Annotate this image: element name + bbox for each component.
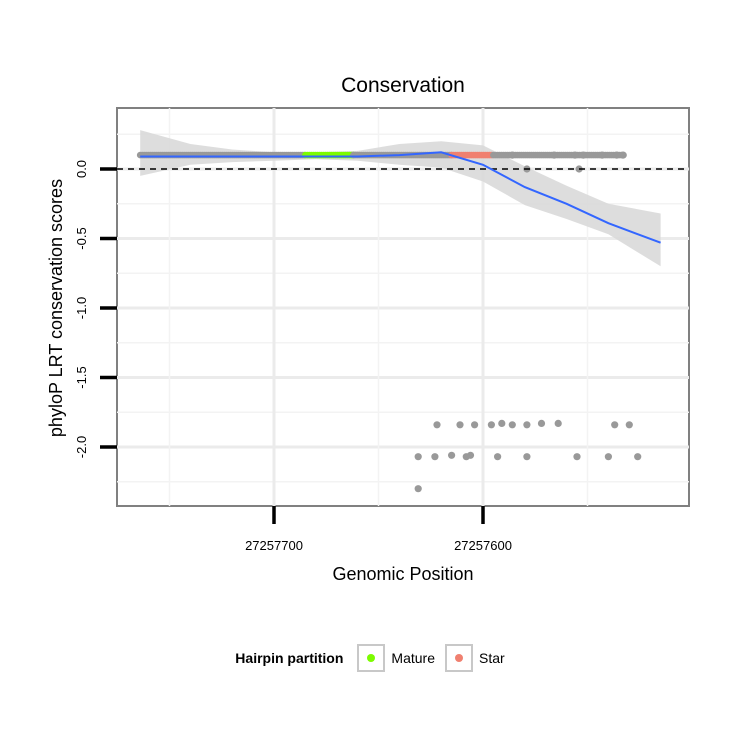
data-point [625, 421, 633, 429]
x-tick-label: 27257600 [454, 538, 512, 553]
data-point [462, 453, 470, 461]
data-point [554, 419, 562, 427]
data-point [579, 151, 587, 159]
y-tick-label: -1.5 [74, 366, 89, 388]
legend-item-star: Star [445, 644, 509, 672]
y-tick-label: -1.0 [74, 297, 89, 319]
data-point [508, 421, 516, 429]
grid-layer [117, 108, 689, 506]
data-point [431, 453, 439, 461]
data-point [611, 421, 619, 429]
data-point [414, 453, 422, 461]
x-axis-label: Genomic Position [332, 564, 473, 584]
legend-dot-mature [367, 654, 376, 662]
data-point [487, 421, 495, 429]
y-tick-label: -0.5 [74, 227, 89, 249]
data-point [414, 485, 422, 493]
y-axis-label: phyloP LRT conservation scores [46, 179, 66, 437]
data-point [604, 453, 613, 461]
data-point [537, 419, 546, 427]
data-point [498, 419, 506, 427]
y-tick-label: -2.0 [74, 436, 89, 458]
chart-title: Conservation [341, 74, 465, 97]
data-point [523, 421, 531, 429]
smooth-line [140, 151, 661, 244]
legend-key-mature [357, 644, 386, 672]
data-point [571, 151, 579, 159]
axis-layer: 0.0 -0.5 -1.0 -1.5 -2.0 27257700 27257600 [74, 160, 512, 553]
data-point [508, 151, 516, 159]
smooth-line-layer [140, 151, 661, 244]
data-point [634, 453, 642, 461]
data-point [598, 151, 606, 159]
legend-label-mature: Mature [391, 650, 435, 666]
data-point [433, 421, 441, 429]
x-tick-label: 27257700 [245, 538, 303, 553]
legend-item-mature: Mature [357, 644, 439, 672]
data-point [573, 453, 581, 461]
legend: Hairpin partition Mature Star [0, 640, 750, 676]
data-point [448, 451, 456, 459]
data-point [523, 453, 531, 461]
y-tick-label: 0.0 [74, 160, 89, 178]
data-point [471, 421, 479, 429]
legend-key-star [445, 644, 473, 672]
data-point [494, 453, 502, 461]
legend-dot-star [455, 654, 463, 662]
legend-title: Hairpin partition [235, 650, 344, 666]
data-point [456, 421, 464, 429]
data-point [619, 151, 627, 159]
data-point [550, 151, 558, 159]
legend-label-star: Star [479, 650, 505, 666]
data-point [613, 151, 621, 159]
